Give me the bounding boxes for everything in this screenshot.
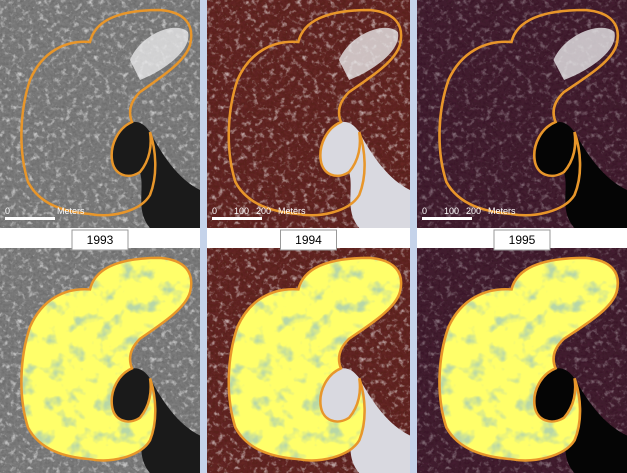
aerial-photo — [207, 0, 410, 228]
scale-label: 200 — [256, 206, 271, 216]
scale-label: 0 — [212, 206, 217, 216]
year-box — [280, 229, 337, 251]
separator — [410, 0, 417, 473]
aerial-photo — [0, 0, 200, 228]
scale-label: 200 — [466, 206, 481, 216]
year-label: 1995 — [509, 233, 536, 247]
aerial-photo — [417, 248, 627, 473]
year-label: 1993 — [87, 233, 114, 247]
aerial-photo — [0, 248, 200, 473]
aerial-photo — [417, 0, 627, 228]
clearing — [130, 27, 189, 80]
year-box — [493, 229, 551, 251]
scale-label: Meters — [278, 206, 306, 216]
scale-label: 100 — [444, 206, 459, 216]
year-box — [71, 229, 129, 251]
year-label: 1994 — [295, 233, 322, 247]
scale-label: Meters — [57, 206, 85, 216]
scale-label: 0 — [5, 206, 10, 216]
scale-bar — [212, 217, 262, 220]
scale-bar — [5, 217, 55, 220]
separator — [200, 0, 207, 473]
aerial-photo — [207, 248, 410, 473]
scale-label: Meters — [488, 206, 516, 216]
scale-label: 0 — [422, 206, 427, 216]
scale-bar — [422, 217, 472, 220]
scale-label: 100 — [234, 206, 249, 216]
clearing — [338, 27, 399, 80]
clearing — [553, 27, 615, 80]
